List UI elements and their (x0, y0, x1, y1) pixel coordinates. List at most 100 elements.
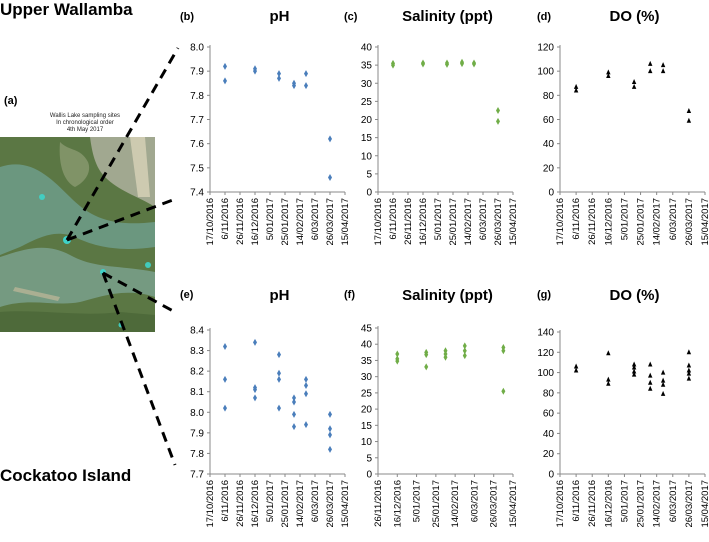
chart-title-g: DO (%) (610, 287, 660, 304)
x-tick-label: 14/02/2017 (463, 198, 474, 246)
data-point-g (631, 368, 637, 374)
x-tick-label: 15/04/2017 (508, 198, 519, 246)
x-tick-label: 15/04/2017 (340, 198, 351, 246)
data-point-g (606, 380, 611, 386)
data-point-b (277, 74, 281, 82)
y-tick-label: 80 (543, 388, 555, 399)
x-tick-label: 6/03/2017 (668, 198, 679, 240)
panel-letter-c: (c) (344, 11, 358, 23)
connector-line-upper-bottom (66, 196, 179, 242)
data-point-f (501, 347, 506, 355)
y-tick-label: 45 (361, 324, 373, 335)
x-tick-label: 26/11/2016 (587, 480, 598, 527)
site-label-cockatoo-island: Cockatoo Island (0, 466, 132, 485)
chart-e: (e) pH 7.7 7.8 7.9 8.0 8.1 8.2 8.3 8.4 17/10/2016 6… (180, 287, 351, 528)
data-point-b (328, 174, 332, 181)
y-tick-label: 20 (361, 405, 373, 416)
y-tick-label: 0 (366, 188, 372, 199)
data-point-e (328, 445, 332, 453)
data-point-g (686, 370, 692, 376)
chart-title-f: Salinity (ppt) (402, 287, 493, 304)
y-tick-label: 20 (361, 115, 373, 126)
data-point-e (304, 382, 308, 390)
chart-g: (g) DO (%) 0 20 40 60 80 100 120 140 17/10/2016 6/1… (537, 287, 709, 528)
data-point-c (460, 60, 464, 68)
charts-group: (b) pH 7.4 7.5 7.6 7.7 7.8 7.9 8.0 17/10/2016 6/11… (180, 8, 709, 528)
x-tick-label: 15/04/2017 (700, 480, 709, 528)
y-tick-label: 40 (361, 340, 373, 351)
connector-lines (65, 47, 180, 466)
data-point-d (606, 69, 611, 75)
y-tick-label: 40 (361, 43, 373, 54)
x-tick-label: 5/01/2017 (265, 198, 276, 240)
x-tick-label: 26/11/2016 (403, 198, 414, 245)
y-tick-label: 15 (361, 421, 373, 432)
data-point-b (328, 135, 332, 143)
chart-d: (d) DO (%) 0 20 40 60 80 100 120 17/10/2016 6/11/2… (537, 8, 709, 246)
chart-title-c: Salinity (ppt) (402, 8, 493, 25)
data-point-g (648, 361, 653, 367)
x-tick-label: 5/01/2017 (619, 198, 630, 240)
data-point-g (648, 379, 653, 385)
x-tick-label: 17/10/2016 (555, 480, 566, 528)
x-tick-label: 5/01/2017 (265, 480, 276, 522)
x-tick-label: 6/11/2016 (388, 198, 399, 240)
data-point-d (648, 68, 653, 74)
data-point-c (496, 106, 500, 114)
x-tick-label: 5/01/2017 (433, 198, 444, 240)
y-tick-label: 7.8 (190, 449, 204, 460)
y-tick-label: 25 (361, 388, 373, 399)
map-caption-line-2: In chronological order (56, 120, 114, 126)
data-point-e (277, 369, 281, 377)
data-point-e (223, 404, 227, 412)
data-point-g (686, 362, 692, 368)
y-tick-label: 30 (361, 372, 373, 383)
y-tick-label: 7.7 (190, 115, 204, 126)
x-tick-label: 17/10/2016 (205, 480, 216, 528)
x-tick-label: 26/11/2016 (587, 198, 598, 245)
map-caption-line-3: 4th May 2017 (66, 127, 104, 133)
x-tick-label: 25/01/2017 (636, 198, 647, 246)
x-tick-label: 15/04/2017 (508, 480, 519, 528)
x-tick-label: 16/12/2016 (418, 198, 429, 246)
data-point-e (292, 398, 296, 406)
x-tick-label: 26/03/2017 (489, 480, 500, 528)
data-point-g (631, 371, 637, 377)
x-tick-label: 25/01/2017 (280, 480, 291, 528)
y-tick-label: 20 (543, 163, 555, 174)
y-tick-label: 35 (361, 61, 373, 72)
x-tick-label: 26/03/2017 (493, 198, 504, 246)
x-tick-label: 26/03/2017 (684, 198, 695, 246)
x-tick-label: 6/03/2017 (469, 480, 480, 522)
data-point-f (424, 351, 429, 359)
data-point-g (660, 390, 666, 396)
y-tick-label: 40 (543, 139, 555, 150)
data-point-f (462, 352, 467, 360)
data-point-d (631, 83, 637, 89)
data-point-e (277, 404, 281, 412)
x-tick-label: 6/11/2016 (571, 198, 582, 240)
connector-line-upper-top (65, 47, 180, 241)
data-point-e (253, 394, 257, 402)
x-tick-label: 6/11/2016 (220, 198, 231, 240)
y-tick-label: 7.4 (190, 188, 204, 199)
map-caption-line-1: Wallis Lake sampling sites (49, 113, 121, 119)
data-point-e (304, 421, 308, 429)
y-tick-label: 0 (366, 470, 372, 481)
data-point-g (686, 349, 692, 355)
connector-line-lower-top (102, 271, 176, 314)
data-point-b (304, 82, 308, 90)
y-tick-label: 20 (543, 449, 555, 460)
chart-c: (c) Salinity (ppt) 0 5 10 15 20 25 30 35 40 17/10/2… (344, 8, 519, 246)
y-tick-label: 5 (366, 169, 372, 180)
y-tick-label: 8.0 (190, 43, 204, 54)
data-point-g (686, 375, 692, 381)
chart-f: (f) Salinity (ppt) 0 5 10 15 20 25 30 35 40 45 26/11… (344, 287, 519, 528)
x-tick-label: 14/02/2017 (652, 480, 663, 528)
x-tick-label: 16/12/2016 (603, 480, 614, 528)
satellite-map (0, 137, 155, 332)
y-tick-label: 120 (537, 348, 554, 359)
y-tick-label: 60 (543, 115, 555, 126)
data-point-d (606, 73, 611, 78)
x-tick-label: 14/02/2017 (652, 198, 663, 246)
